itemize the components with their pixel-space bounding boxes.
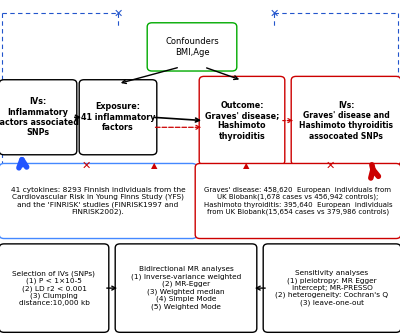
FancyBboxPatch shape	[115, 244, 257, 332]
Text: ✕: ✕	[325, 161, 335, 171]
FancyBboxPatch shape	[263, 244, 400, 332]
Text: ✕: ✕	[269, 8, 279, 18]
Text: Graves' disease: 458,620  European  individuals from
UK Biobank(1,678 cases vs 4: Graves' disease: 458,620 European indivi…	[204, 187, 392, 215]
FancyBboxPatch shape	[291, 76, 400, 165]
Text: IVs:
Inflammatory
factors associated
SNPs: IVs: Inflammatory factors associated SNP…	[0, 97, 80, 137]
FancyBboxPatch shape	[0, 80, 77, 155]
Text: ▲: ▲	[151, 161, 157, 170]
Text: Selection of IVs (SNPs)
(1) P < 1×10-5
(2) LD r2 < 0.001
(3) Clumping
distance:1: Selection of IVs (SNPs) (1) P < 1×10-5 (…	[12, 270, 96, 306]
Text: ▲: ▲	[243, 161, 249, 170]
Text: 41 cytokines: 8293 Finnish individuals from the
Cardiovascular Risk in Young Fin: 41 cytokines: 8293 Finnish individuals f…	[11, 187, 185, 215]
Text: Exposure:
41 inflammatory
factors: Exposure: 41 inflammatory factors	[81, 103, 155, 132]
Text: ✕: ✕	[113, 8, 123, 18]
FancyBboxPatch shape	[79, 80, 157, 155]
FancyBboxPatch shape	[199, 76, 285, 165]
FancyBboxPatch shape	[195, 163, 400, 239]
Text: Outcome:
Graves' disease;
Hashimoto
thyroiditis: Outcome: Graves' disease; Hashimoto thyr…	[205, 100, 279, 141]
Text: Bidirectional MR analyses
(1) Inverse-variance weighted
(2) MR-Egger
(3) Weighte: Bidirectional MR analyses (1) Inverse-va…	[131, 266, 241, 310]
FancyBboxPatch shape	[147, 23, 237, 71]
Text: Confounders
BMI,Age: Confounders BMI,Age	[165, 37, 219, 57]
FancyBboxPatch shape	[0, 244, 109, 332]
FancyBboxPatch shape	[0, 163, 197, 239]
Text: Sensitivity analyses
(1) pleiotropy: MR Egger
intercept; MR-PRESSO
(2) heterogen: Sensitivity analyses (1) pleiotropy: MR …	[276, 270, 388, 306]
Text: IVs:
Graves' disease and
Hashimoto thyroiditis
assocoated SNPs: IVs: Graves' disease and Hashimoto thyro…	[299, 100, 393, 141]
Text: ✕: ✕	[81, 161, 91, 171]
